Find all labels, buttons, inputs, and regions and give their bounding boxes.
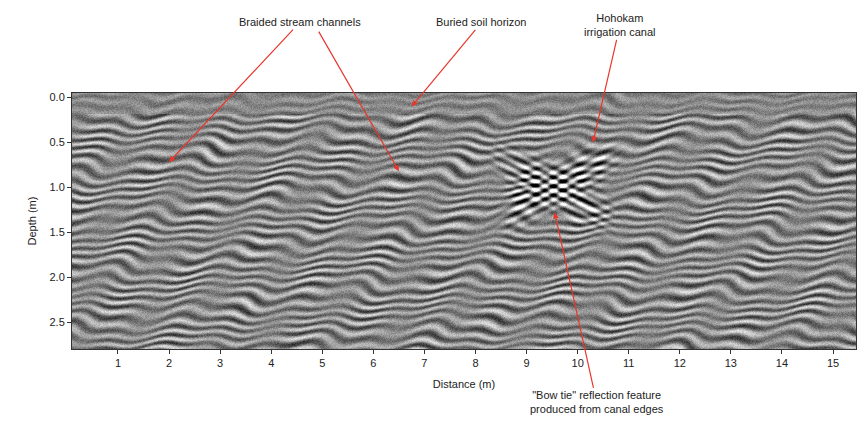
svg-text:5: 5 xyxy=(319,357,325,369)
svg-text:Braided stream channels: Braided stream channels xyxy=(239,16,361,28)
svg-text:1.0: 1.0 xyxy=(50,181,65,193)
svg-text:8: 8 xyxy=(472,357,478,369)
svg-text:15: 15 xyxy=(827,357,839,369)
svg-text:14: 14 xyxy=(776,357,788,369)
svg-text:13: 13 xyxy=(725,357,737,369)
svg-text:0.0: 0.0 xyxy=(50,91,65,103)
svg-text:11: 11 xyxy=(623,357,634,369)
svg-text:2.0: 2.0 xyxy=(50,271,65,283)
svg-text:1: 1 xyxy=(115,357,121,369)
svg-text:6: 6 xyxy=(370,357,376,369)
svg-text:Hohokamirrigation canal: Hohokamirrigation canal xyxy=(584,12,656,38)
svg-text:3: 3 xyxy=(217,357,223,369)
svg-text:2: 2 xyxy=(166,357,172,369)
svg-text:Buried soil horizon: Buried soil horizon xyxy=(436,16,527,28)
svg-text:0.5: 0.5 xyxy=(50,136,65,148)
svg-text:2.5: 2.5 xyxy=(50,316,65,328)
svg-text:12: 12 xyxy=(674,357,686,369)
svg-text:Distance (m): Distance (m) xyxy=(433,378,495,390)
svg-text:"Bow tie" reflection featurepr: "Bow tie" reflection featureproduced fro… xyxy=(530,389,664,415)
svg-text:10: 10 xyxy=(572,357,584,369)
svg-text:4: 4 xyxy=(268,357,274,369)
svg-text:1.5: 1.5 xyxy=(50,226,65,238)
svg-text:9: 9 xyxy=(524,357,530,369)
svg-text:Depth (m): Depth (m) xyxy=(26,197,38,246)
svg-text:7: 7 xyxy=(421,357,427,369)
